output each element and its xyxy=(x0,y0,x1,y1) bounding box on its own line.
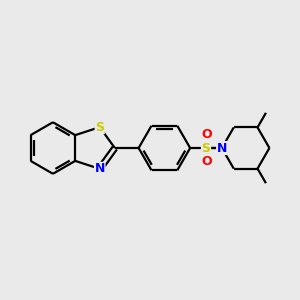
Text: S: S xyxy=(202,142,211,154)
Text: O: O xyxy=(202,155,212,168)
Text: N: N xyxy=(217,142,227,154)
Text: O: O xyxy=(202,128,212,141)
Text: S: S xyxy=(95,121,104,134)
Text: N: N xyxy=(94,162,105,176)
